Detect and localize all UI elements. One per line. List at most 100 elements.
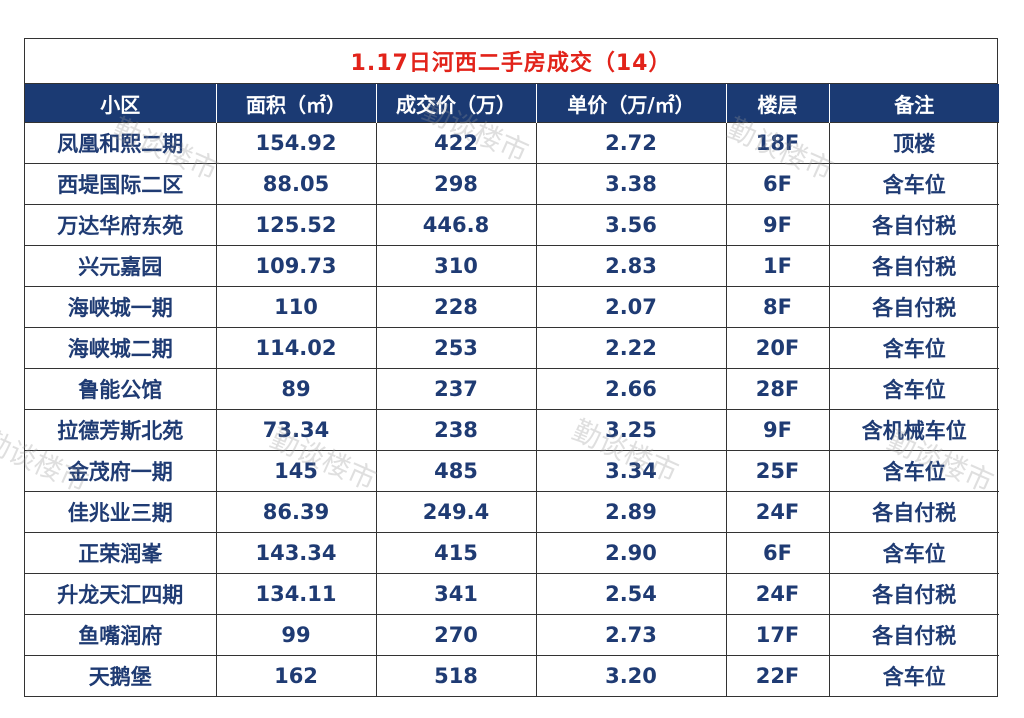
col-header-unit-price: 单价（万/㎡）: [535, 84, 726, 123]
cell-floor: 9F: [725, 409, 829, 451]
cell-floor: 24F: [725, 491, 829, 533]
cell-price: 249.4: [375, 491, 536, 533]
cell-community: 海峡城二期: [25, 327, 216, 369]
cell-floor: 20F: [725, 327, 829, 369]
cell-area: 145: [215, 450, 376, 492]
cell-price: 253: [375, 327, 536, 369]
header-row: 小区 面积（㎡） 成交价（万） 单价（万/㎡） 楼层 备注: [25, 84, 999, 123]
cell-floor: 22F: [725, 655, 829, 696]
cell-area: 88.05: [215, 163, 376, 205]
cell-remark: 各自付税: [828, 204, 999, 246]
cell-unit-price: 2.83: [535, 245, 726, 287]
cell-unit-price: 2.66: [535, 368, 726, 410]
table-row: 鱼嘴润府 99 270 2.73 17F 各自付税: [25, 614, 999, 656]
cell-price: 310: [375, 245, 536, 287]
cell-remark: 含车位: [828, 163, 999, 205]
cell-community: 兴元嘉园: [25, 245, 216, 287]
cell-floor: 1F: [725, 245, 829, 287]
cell-community: 万达华府东苑: [25, 204, 216, 246]
cell-price: 518: [375, 655, 536, 696]
col-header-floor: 楼层: [725, 84, 829, 123]
cell-floor: 9F: [725, 204, 829, 246]
cell-community: 西堤国际二区: [25, 163, 216, 205]
cell-remark: 各自付税: [828, 573, 999, 615]
cell-floor: 28F: [725, 368, 829, 410]
col-header-community: 小区: [25, 84, 216, 123]
cell-remark: 含车位: [828, 532, 999, 574]
cell-price: 341: [375, 573, 536, 615]
cell-remark: 含车位: [828, 368, 999, 410]
cell-community: 拉德芳斯北苑: [25, 409, 216, 451]
table-row: 鲁能公馆 89 237 2.66 28F 含车位: [25, 368, 999, 410]
cell-floor: 18F: [725, 122, 829, 164]
cell-remark: 含机械车位: [828, 409, 999, 451]
cell-unit-price: 2.22: [535, 327, 726, 369]
cell-area: 114.02: [215, 327, 376, 369]
cell-floor: 8F: [725, 286, 829, 328]
col-header-remark: 备注: [828, 84, 999, 123]
cell-floor: 24F: [725, 573, 829, 615]
cell-unit-price: 3.38: [535, 163, 726, 205]
cell-price: 415: [375, 532, 536, 574]
cell-community: 鲁能公馆: [25, 368, 216, 410]
cell-remark: 含车位: [828, 327, 999, 369]
cell-community: 金茂府一期: [25, 450, 216, 492]
cell-price: 228: [375, 286, 536, 328]
cell-floor: 6F: [725, 532, 829, 574]
table-row: 凤凰和熙二期 154.92 422 2.72 18F 顶楼: [25, 122, 999, 164]
cell-area: 110: [215, 286, 376, 328]
col-header-area: 面积（㎡）: [215, 84, 376, 123]
table-row: 金茂府一期 145 485 3.34 25F 含车位: [25, 450, 999, 492]
data-grid: 小区 面积（㎡） 成交价（万） 单价（万/㎡） 楼层 备注 凤凰和熙二期 154.…: [25, 84, 999, 696]
cell-community: 鱼嘴润府: [25, 614, 216, 656]
transaction-table: 1.17日河西二手房成交（14） 小区 面积（㎡） 成交价（万） 单价（万/㎡）…: [24, 38, 999, 697]
cell-remark: 顶楼: [828, 122, 999, 164]
table-row: 正荣润峯 143.34 415 2.90 6F 含车位: [25, 532, 999, 574]
cell-area: 109.73: [215, 245, 376, 287]
cell-unit-price: 2.90: [535, 532, 726, 574]
table-row: 升龙天汇四期 134.11 341 2.54 24F 各自付税: [25, 573, 999, 615]
cell-price: 270: [375, 614, 536, 656]
cell-community: 佳兆业三期: [25, 491, 216, 533]
table-row: 佳兆业三期 86.39 249.4 2.89 24F 各自付税: [25, 491, 999, 533]
cell-community: 海峡城一期: [25, 286, 216, 328]
cell-area: 125.52: [215, 204, 376, 246]
cell-remark: 各自付税: [828, 614, 999, 656]
cell-unit-price: 2.72: [535, 122, 726, 164]
cell-area: 154.92: [215, 122, 376, 164]
table-title: 1.17日河西二手房成交（14）: [25, 39, 997, 84]
col-header-price: 成交价（万）: [375, 84, 536, 123]
cell-price: 237: [375, 368, 536, 410]
cell-remark: 各自付税: [828, 286, 999, 328]
cell-community: 正荣润峯: [25, 532, 216, 574]
cell-area: 86.39: [215, 491, 376, 533]
cell-unit-price: 3.20: [535, 655, 726, 696]
cell-remark: 各自付税: [828, 245, 999, 287]
cell-remark: 含车位: [828, 450, 999, 492]
cell-area: 162: [215, 655, 376, 696]
cell-area: 134.11: [215, 573, 376, 615]
cell-remark: 含车位: [828, 655, 999, 696]
cell-unit-price: 3.25: [535, 409, 726, 451]
cell-unit-price: 2.89: [535, 491, 726, 533]
cell-floor: 17F: [725, 614, 829, 656]
table-row: 拉德芳斯北苑 73.34 238 3.25 9F 含机械车位: [25, 409, 999, 451]
cell-community: 天鹅堡: [25, 655, 216, 696]
cell-area: 73.34: [215, 409, 376, 451]
cell-area: 143.34: [215, 532, 376, 574]
cell-price: 298: [375, 163, 536, 205]
cell-price: 446.8: [375, 204, 536, 246]
cell-unit-price: 2.54: [535, 573, 726, 615]
cell-unit-price: 2.73: [535, 614, 726, 656]
table-row: 海峡城二期 114.02 253 2.22 20F 含车位: [25, 327, 999, 369]
cell-community: 升龙天汇四期: [25, 573, 216, 615]
cell-remark: 各自付税: [828, 491, 999, 533]
cell-unit-price: 2.07: [535, 286, 726, 328]
table-row: 海峡城一期 110 228 2.07 8F 各自付税: [25, 286, 999, 328]
table-row: 万达华府东苑 125.52 446.8 3.56 9F 各自付税: [25, 204, 999, 246]
table-row: 兴元嘉园 109.73 310 2.83 1F 各自付税: [25, 245, 999, 287]
cell-floor: 25F: [725, 450, 829, 492]
cell-price: 238: [375, 409, 536, 451]
cell-unit-price: 3.56: [535, 204, 726, 246]
cell-area: 89: [215, 368, 376, 410]
